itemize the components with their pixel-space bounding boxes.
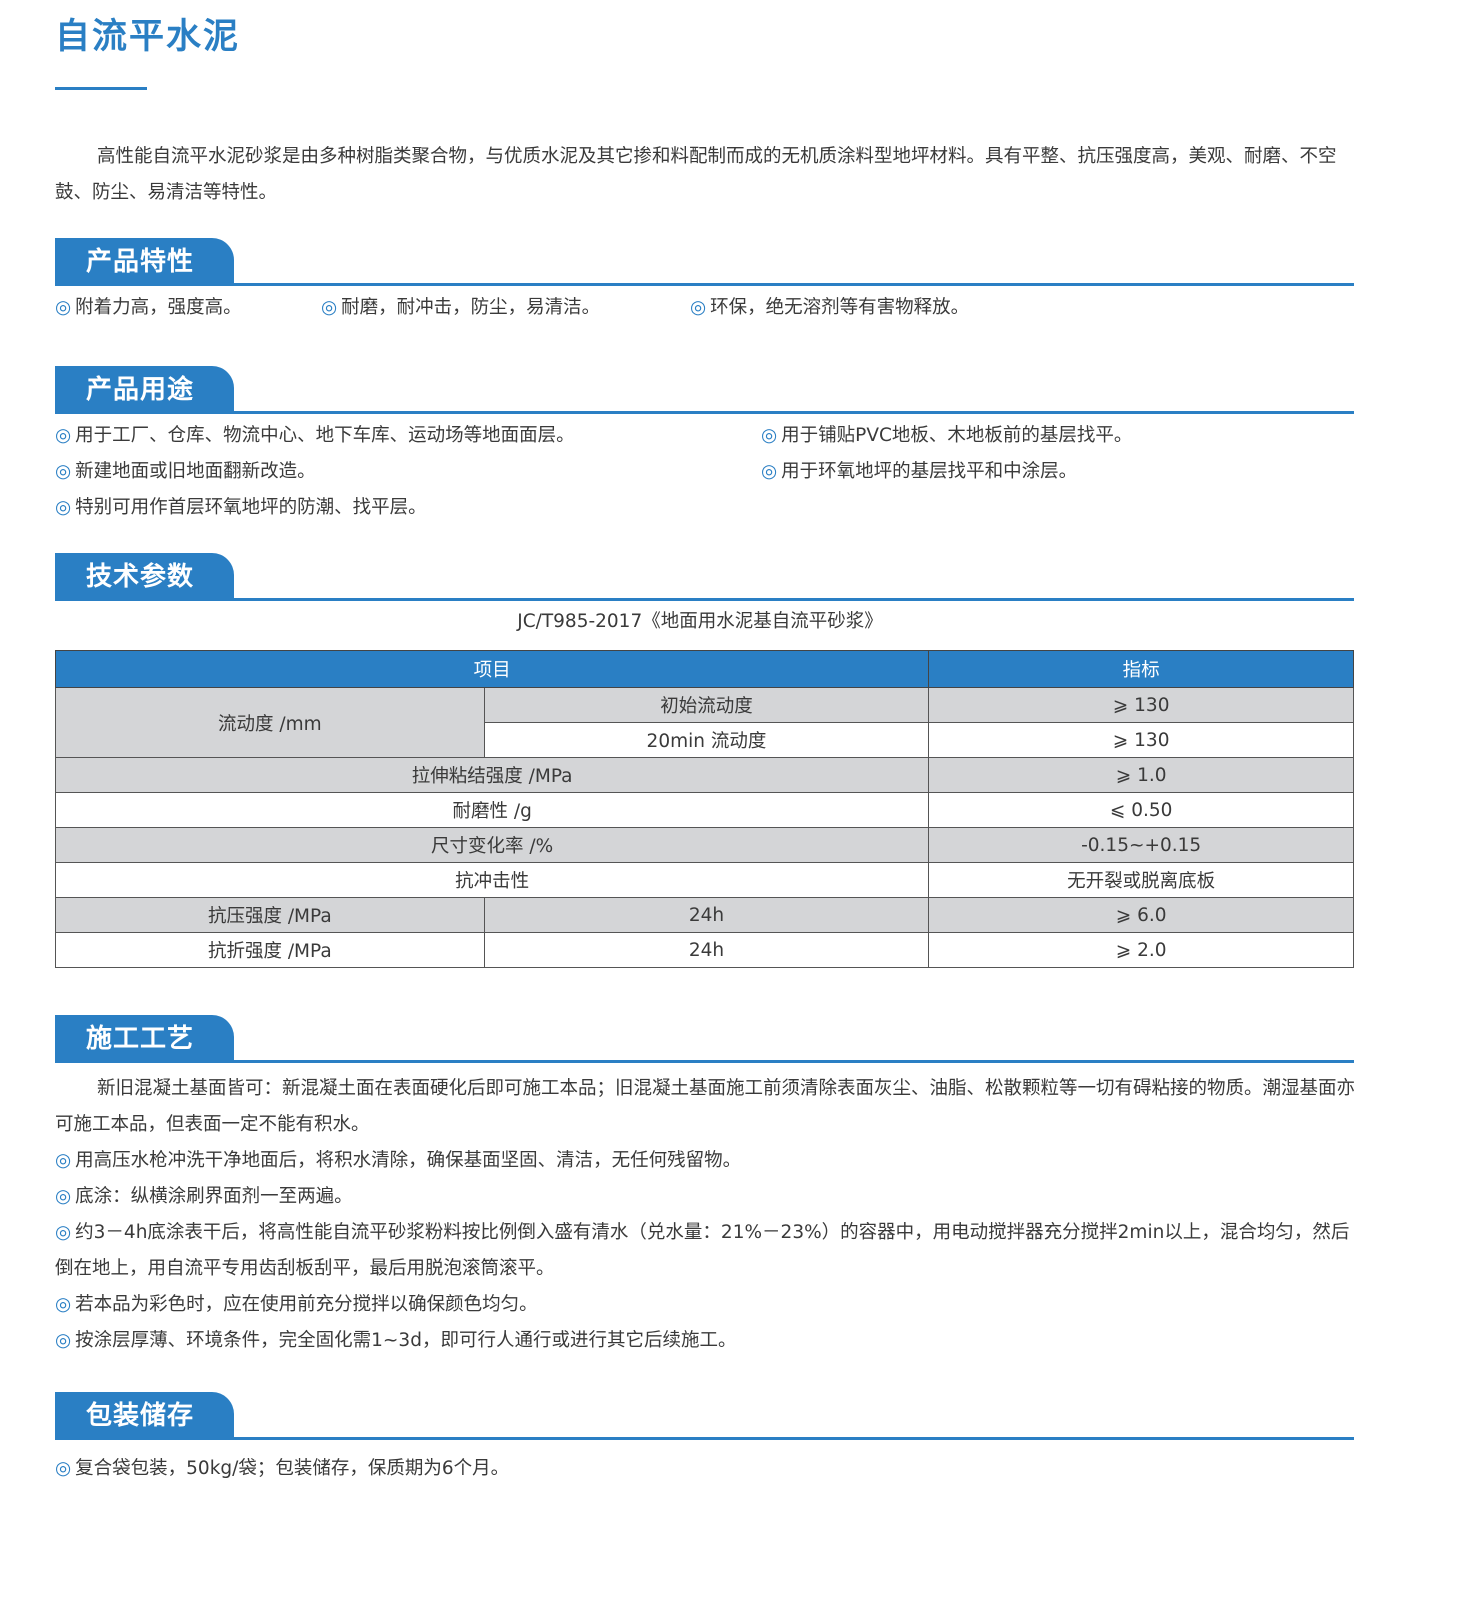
- section-rule: [55, 598, 1354, 601]
- item-text: 底涂：纵横涂刷界面剂一至两遍。: [75, 1186, 353, 1207]
- section-header-storage: 包装储存: [55, 1392, 1354, 1440]
- page-title: 自流平水泥: [55, 17, 241, 57]
- table-row: 20min 流动度 ⩾ 130: [56, 722, 1354, 758]
- section-title: 产品特性: [55, 238, 234, 284]
- process-list: ◎ 用高压水枪冲洗干净地面后，将积水清除，确保基面坚固、清洁，无任何残留物。 ◎ 底…: [55, 1143, 1355, 1359]
- bullet-icon: ◎: [55, 1222, 72, 1243]
- cell-item: 抗折强度 /MPa: [55, 932, 485, 968]
- table-row: 耐磨性 /g ⩽ 0.50: [54, 792, 1354, 828]
- list-item: ◎ 约3－4h底涂表干后，将高性能自流平砂浆粉料按比例倒入盛有清水（兑水量：21%…: [55, 1215, 1355, 1287]
- list-item: ◎ 用于铺贴PVC地板、木地板前的基层找平。: [761, 418, 1132, 454]
- intro-paragraph: 高性能自流平水泥砂浆是由多种树脂类聚合物，与优质水泥及其它掺和料配制而成的无机质…: [55, 146, 1337, 203]
- item-text: 耐磨，耐冲击，防尘，易清洁。: [341, 297, 601, 318]
- cell-item: 抗冲击性: [54, 862, 930, 898]
- section-title: 技术参数: [55, 553, 234, 599]
- section-header-process: 施工工艺: [55, 1015, 1354, 1063]
- list-item: ◎ 复合袋包装，50kg/袋；包装储存，保质期为6个月。: [55, 1451, 509, 1487]
- section-rule: [55, 411, 1354, 414]
- section-rule: [55, 283, 1354, 286]
- table-row: 尺寸变化率 /% -0.15~+0.15: [54, 827, 1354, 863]
- cell-value: -0.15~+0.15: [928, 827, 1354, 863]
- list-item: ◎ 新建地面或旧地面翻新改造。: [55, 454, 316, 490]
- section-rule: [55, 1060, 1354, 1063]
- item-text: 复合袋包装，50kg/袋；包装储存，保质期为6个月。: [75, 1458, 510, 1479]
- bullet-icon: ◎: [55, 1186, 72, 1207]
- bullet-icon: ◎: [55, 1150, 72, 1171]
- section-header-features: 产品特性: [55, 238, 1354, 286]
- cell-value: ⩾ 1.0: [928, 757, 1354, 793]
- bullet-icon: ◎: [761, 425, 778, 446]
- list-item: ◎ 底涂：纵横涂刷界面剂一至两遍。: [55, 1179, 1355, 1215]
- cell-value: ⩽ 0.50: [928, 792, 1354, 828]
- item-text: 按涂层厚薄、环境条件，完全固化需1~3d，即可行人通行或进行其它后续施工。: [75, 1330, 737, 1351]
- list-item: ◎ 用高压水枪冲洗干净地面后，将积水清除，确保基面坚固、清洁，无任何残留物。: [55, 1143, 1355, 1179]
- list-item: ◎ 耐磨，耐冲击，防尘，易清洁。: [321, 290, 600, 326]
- bullet-icon: ◎: [55, 1294, 72, 1315]
- cell-item: 尺寸变化率 /%: [54, 827, 930, 863]
- table-row: 抗折强度 /MPa 24h ⩾ 2.0: [55, 932, 1354, 968]
- item-text: 附着力高，强度高。: [75, 297, 242, 318]
- section-header-uses: 产品用途: [55, 366, 1354, 414]
- section-header-tech: 技术参数: [55, 553, 1354, 601]
- table-row: 流动度 /mm 初始流动度 ⩾ 130: [55, 687, 1354, 758]
- bullet-icon: ◎: [55, 461, 72, 482]
- section-title: 包装储存: [55, 1392, 234, 1438]
- bullet-icon: ◎: [321, 297, 338, 318]
- tech-params-table: 项目 指标 流动度 /mm 初始流动度 ⩾ 130 20min 流动度 ⩾ 130 拉伸…: [54, 650, 1354, 968]
- bullet-icon: ◎: [55, 497, 72, 518]
- section-title: 产品用途: [55, 366, 234, 412]
- bullet-icon: ◎: [690, 297, 707, 318]
- list-item: ◎ 若本品为彩色时，应在使用前充分搅拌以确保颜色均匀。: [55, 1287, 1355, 1323]
- cell-value: ⩾ 130: [928, 687, 1354, 723]
- header-item: 项目: [54, 650, 930, 688]
- table-row: 抗冲击性 无开裂或脱离底板: [54, 862, 1354, 898]
- item-text: 约3－4h底涂表干后，将高性能自流平砂浆粉料按比例倒入盛有清水（兑水量：21%－…: [55, 1222, 1350, 1279]
- cell-value: ⩾ 2.0: [928, 932, 1354, 968]
- cell-sub: 初始流动度: [483, 687, 930, 723]
- cell-item: 流动度 /mm: [55, 687, 485, 758]
- table-header-row: 项目 指标: [54, 650, 1354, 688]
- bullet-icon: ◎: [55, 297, 72, 318]
- section-rule: [55, 1437, 1354, 1440]
- item-text: 若本品为彩色时，应在使用前充分搅拌以确保颜色均匀。: [75, 1294, 538, 1315]
- item-text: 新建地面或旧地面翻新改造。: [75, 461, 316, 482]
- cell-value: 无开裂或脱离底板: [928, 862, 1354, 898]
- cell-value: ⩾ 6.0: [928, 897, 1354, 933]
- table-row: 拉伸粘结强度 /MPa ⩾ 1.0: [54, 757, 1354, 793]
- list-item: ◎ 按涂层厚薄、环境条件，完全固化需1~3d，即可行人通行或进行其它后续施工。: [55, 1323, 1355, 1359]
- list-item: ◎ 特别可用作首层环氧地坪的防潮、找平层。: [55, 490, 427, 526]
- standard-caption: JC/T985-2017《地面用水泥基自流平砂浆》: [517, 611, 883, 632]
- list-item: ◎ 用于环氧地坪的基层找平和中涂层。: [761, 454, 1077, 490]
- item-text: 环保，绝无溶剂等有害物释放。: [710, 297, 970, 318]
- cell-item: 拉伸粘结强度 /MPa: [54, 757, 930, 793]
- cell-value: ⩾ 130: [928, 722, 1354, 758]
- process-intro: 新旧混凝土基面皆可：新混凝土面在表面硬化后即可施工本品；旧混凝土基面施工前须清除…: [55, 1078, 1356, 1135]
- item-text: 用于环氧地坪的基层找平和中涂层。: [781, 461, 1078, 482]
- title-underline: [55, 87, 147, 90]
- item-text: 用于工厂、仓库、物流中心、地下车库、运动场等地面面层。: [75, 425, 575, 446]
- cell-sub: 24h: [483, 932, 930, 968]
- cell-item: 耐磨性 /g: [54, 792, 930, 828]
- bullet-icon: ◎: [55, 425, 72, 446]
- item-text: 特别可用作首层环氧地坪的防潮、找平层。: [75, 497, 427, 518]
- cell-sub: 24h: [483, 897, 930, 933]
- table-row: 抗压强度 /MPa 24h ⩾ 6.0: [55, 897, 1354, 933]
- cell-item: 抗压强度 /MPa: [55, 897, 485, 933]
- list-item: ◎ 附着力高，强度高。: [55, 290, 242, 326]
- section-title: 施工工艺: [55, 1015, 234, 1061]
- item-text: 用高压水枪冲洗干净地面后，将积水清除，确保基面坚固、清洁，无任何残留物。: [75, 1150, 742, 1171]
- bullet-icon: ◎: [55, 1330, 72, 1351]
- list-item: ◎ 环保，绝无溶剂等有害物释放。: [690, 290, 969, 326]
- cell-sub: 20min 流动度: [483, 722, 930, 758]
- list-item: ◎ 用于工厂、仓库、物流中心、地下车库、运动场等地面面层。: [55, 418, 575, 454]
- bullet-icon: ◎: [761, 461, 778, 482]
- header-value: 指标: [928, 650, 1354, 688]
- bullet-icon: ◎: [55, 1458, 72, 1479]
- item-text: 用于铺贴PVC地板、木地板前的基层找平。: [781, 425, 1133, 446]
